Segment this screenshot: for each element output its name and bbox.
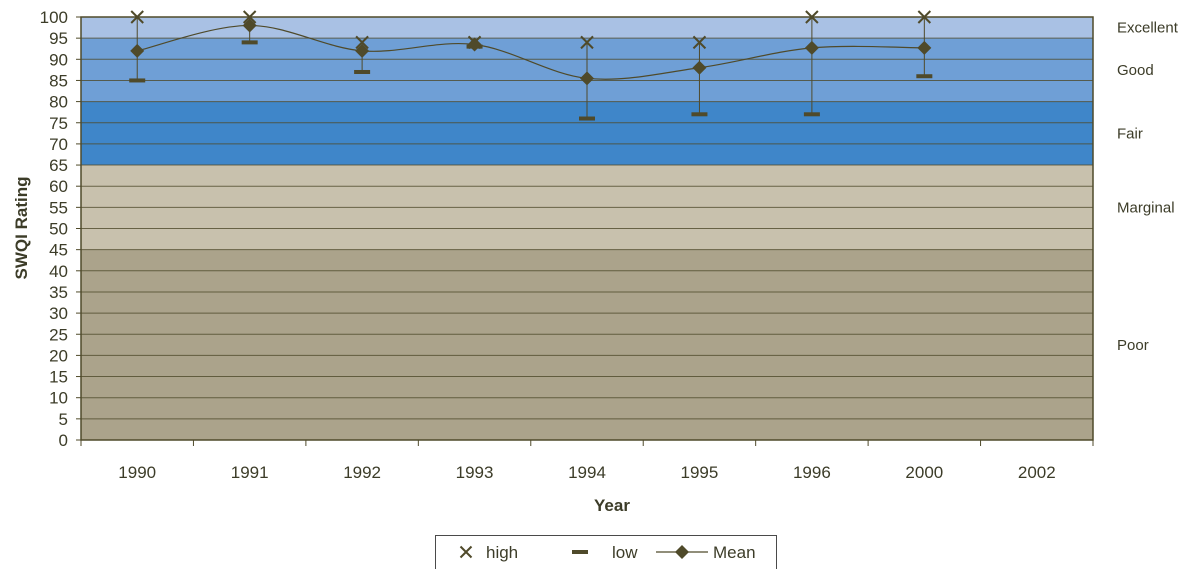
x-tick-label: 1996 — [793, 463, 831, 482]
legend-box — [435, 535, 777, 569]
y-tick-label: 60 — [49, 177, 68, 196]
low-marker — [129, 78, 146, 83]
legend: high low Mean — [435, 535, 777, 569]
y-tick-label: 35 — [49, 283, 68, 302]
y-tick-label: 15 — [49, 368, 68, 387]
legend-low-marker — [572, 550, 588, 554]
mean-marker — [580, 71, 594, 86]
x-tick-label: 1992 — [343, 463, 381, 482]
low-marker — [691, 112, 708, 117]
axes — [76, 16, 1094, 446]
high-marker — [242, 10, 257, 24]
y-tick-label: 40 — [49, 262, 68, 281]
high-marker — [355, 35, 369, 50]
legend-high-marker — [459, 545, 473, 559]
low-marker — [354, 69, 371, 74]
high-marker — [917, 10, 932, 24]
band-label: Excellent — [1117, 20, 1179, 37]
y-tick-label: 10 — [49, 389, 68, 408]
y-tick-label: 100 — [40, 8, 68, 27]
mean-line — [137, 24, 925, 80]
x-tick-label: 1995 — [681, 463, 719, 482]
low-marker — [803, 112, 820, 117]
y-tick-label: 55 — [49, 198, 68, 217]
y-tick-label: 45 — [49, 241, 68, 260]
high-marker — [692, 35, 707, 50]
low-marker — [916, 74, 933, 79]
y-tick-label: 70 — [49, 135, 68, 154]
high-marker — [805, 10, 819, 24]
band-poor — [81, 249, 1093, 440]
x-axis-title: Year — [594, 496, 630, 515]
x-tick-label: 2000 — [905, 463, 943, 482]
legend-low-label: low — [612, 543, 638, 562]
mean-marker — [917, 40, 932, 55]
mean-marker — [242, 18, 257, 33]
y-tick-label: 20 — [49, 346, 68, 365]
band-label: Good — [1117, 62, 1154, 79]
x-tick-label: 1994 — [568, 463, 606, 482]
low-marker — [241, 40, 258, 45]
legend-high-label: high — [486, 543, 518, 562]
y-tick-label: 30 — [49, 304, 68, 323]
mean-marker — [355, 43, 370, 58]
mean-marker — [692, 60, 707, 75]
y-tick-label: 85 — [49, 71, 68, 90]
low-marker — [579, 116, 595, 121]
y-tick-label: 5 — [59, 410, 68, 429]
x-tick-label: 1993 — [456, 463, 494, 482]
y-tick-label: 25 — [49, 325, 68, 344]
data-series — [129, 10, 933, 121]
legend-mean-marker — [675, 545, 689, 559]
y-tick-label: 65 — [49, 156, 68, 175]
y-tick-label: 75 — [49, 114, 68, 133]
y-tick-label: 0 — [59, 431, 68, 450]
legend-mean-label: Mean — [713, 543, 756, 562]
band-labels: Excellent Good Fair Marginal Poor — [1117, 20, 1179, 354]
y-tick-label: 80 — [49, 93, 68, 112]
band-excellent — [81, 17, 1093, 39]
mean-marker — [130, 43, 145, 58]
y-tick-labels: 0 5 10 15 20 25 30 35 40 45 50 55 60 65 70 75 80 85 90 95 10… — [40, 8, 68, 450]
band-label: Fair — [1117, 125, 1143, 142]
y-axis-title: SWQI Rating — [12, 177, 31, 280]
y-tick-label: 95 — [49, 29, 68, 48]
band-label: Marginal — [1117, 199, 1175, 216]
x-tick-label: 1991 — [231, 463, 269, 482]
x-tick-label: 1990 — [118, 463, 156, 482]
mean-marker — [804, 40, 819, 55]
x-tick-labels: 1990 1991 1992 1993 1994 1995 1996 2000 2002 — [118, 463, 1055, 482]
x-tick-label: 2002 — [1018, 463, 1056, 482]
mean-marker — [467, 37, 482, 52]
high-marker — [130, 10, 144, 24]
y-tick-label: 90 — [49, 50, 68, 69]
band-label: Poor — [1117, 337, 1149, 354]
high-marker — [580, 35, 594, 50]
y-tick-label: 50 — [49, 220, 68, 239]
